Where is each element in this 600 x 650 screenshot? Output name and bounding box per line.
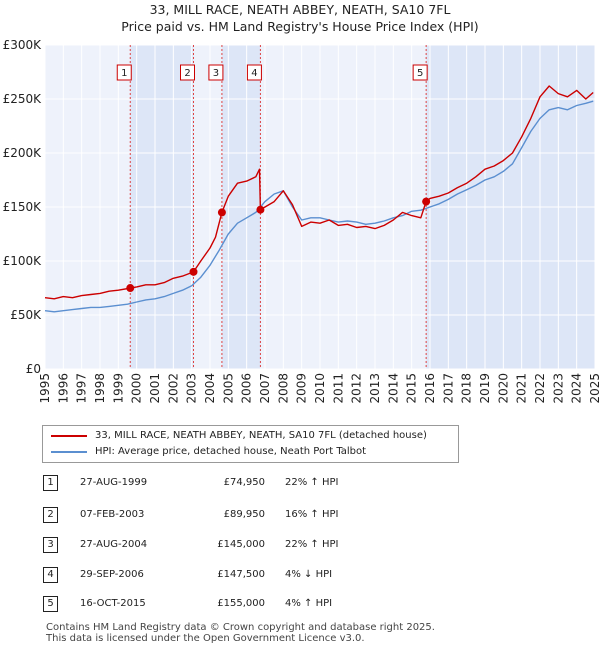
sale-marker-label: 1 — [121, 68, 127, 79]
sale-marker-box — [180, 64, 195, 81]
x-tick-label: 2009 — [295, 373, 309, 404]
x-tick-label: 2007 — [258, 373, 272, 404]
sale-point — [217, 208, 226, 217]
x-tick-label: 2023 — [551, 373, 565, 404]
transaction-hpi: 4% ↓ HPI — [285, 569, 333, 580]
sale-point — [256, 205, 265, 214]
transaction-hpi: 22% ↑ HPI — [285, 539, 339, 550]
x-tick-label: 2014 — [386, 373, 400, 404]
y-tick-label: £50K — [10, 308, 42, 322]
table-row: 2 07-FEB-2003 £89,950 16% ↑ HPI — [0, 505, 600, 525]
x-tick-label: 1999 — [111, 373, 125, 404]
x-tick-label: 1998 — [93, 373, 107, 404]
transaction-number: 3 — [43, 537, 58, 553]
sale-marker-box — [116, 64, 132, 81]
sale-marker-label: 5 — [417, 68, 423, 79]
x-tick-label: 2020 — [496, 373, 510, 404]
x-tick-label: 2010 — [313, 373, 327, 404]
table-row: 3 27-AUG-2004 £145,000 22% ↑ HPI — [0, 535, 600, 555]
transaction-date: 27-AUG-2004 — [80, 539, 148, 550]
x-tick-label: 2016 — [423, 373, 437, 404]
legend: 33, MILL RACE, NEATH ABBEY, NEATH, SA10 … — [42, 425, 459, 463]
footer-copyright: Contains HM Land Registry data © Crown c… — [46, 622, 435, 633]
sale-marker-label: 2 — [184, 68, 190, 79]
table-row: 5 16-OCT-2015 £155,000 4% ↑ HPI — [0, 594, 600, 614]
transaction-price: £74,950 — [223, 477, 265, 488]
hpi-series-line — [44, 100, 594, 313]
x-tick-label: 2005 — [221, 373, 235, 404]
sale-marker-label: 3 — [213, 68, 219, 79]
transaction-number: 5 — [43, 596, 58, 612]
x-tick-label: 2022 — [533, 373, 547, 404]
transaction-hpi: 16% ↑ HPI — [285, 509, 339, 520]
x-tick-label: 2012 — [350, 373, 364, 404]
x-tick-label: 2006 — [240, 373, 254, 404]
transaction-number: 1 — [43, 475, 58, 491]
transaction-hpi: 22% ↑ HPI — [285, 477, 339, 488]
y-tick-label: £100K — [3, 254, 43, 268]
chart-subtitle: Price paid vs. HM Land Registry's House … — [121, 19, 479, 34]
x-tick-label: 2000 — [130, 373, 144, 404]
x-tick-label: 2002 — [166, 373, 180, 404]
x-tick-label: 1996 — [56, 373, 70, 404]
x-tick-label: 2008 — [276, 373, 290, 404]
sale-marker-box — [208, 64, 224, 81]
footer-licence: This data is licensed under the Open Gov… — [46, 633, 365, 644]
sale-point — [189, 267, 198, 276]
property-series-line — [44, 85, 594, 300]
x-tick-label: 2015 — [405, 373, 419, 404]
transaction-date: 29-SEP-2006 — [80, 569, 144, 580]
y-tick-label: £0 — [26, 362, 41, 376]
y-tick-label: £200K — [3, 146, 43, 160]
x-tick-label: 1995 — [38, 373, 52, 404]
x-tick-label: 2011 — [331, 373, 345, 404]
x-tick-label: 2004 — [203, 373, 217, 404]
chart-title: 33, MILL RACE, NEATH ABBEY, NEATH, SA10 … — [149, 2, 451, 17]
legend-label-property: 33, MILL RACE, NEATH ABBEY, NEATH, SA10 … — [95, 430, 427, 441]
legend-label-hpi: HPI: Average price, detached house, Neat… — [95, 446, 367, 457]
y-tick-label: £150K — [3, 200, 43, 214]
transaction-price: £145,000 — [217, 539, 265, 550]
y-tick-label: £250K — [3, 92, 43, 106]
x-tick-label: 2001 — [148, 373, 162, 404]
transaction-price: £155,000 — [217, 598, 265, 609]
x-tick-label: 1997 — [75, 373, 89, 404]
x-tick-label: 2018 — [460, 373, 474, 404]
sale-point — [422, 197, 431, 206]
legend-swatch-property — [51, 435, 87, 437]
sale-marker-label: 4 — [251, 68, 257, 79]
transaction-date: 07-FEB-2003 — [80, 509, 145, 520]
sale-marker-box — [412, 64, 428, 81]
transaction-price: £89,950 — [223, 509, 265, 520]
table-row: 1 27-AUG-1999 £74,950 22% ↑ HPI — [0, 473, 600, 493]
x-tick-label: 2019 — [478, 373, 492, 404]
legend-swatch-hpi — [51, 451, 87, 453]
transaction-number: 4 — [43, 567, 58, 583]
sale-marker-box — [246, 64, 262, 81]
transaction-date: 16-OCT-2015 — [80, 598, 146, 609]
x-tick-label: 2025 — [588, 373, 600, 404]
x-tick-label: 2003 — [185, 373, 199, 404]
transaction-price: £147,500 — [217, 569, 265, 580]
y-tick-label: £300K — [3, 38, 43, 52]
transaction-hpi: 4% ↑ HPI — [285, 598, 333, 609]
transaction-date: 27-AUG-1999 — [80, 477, 148, 488]
sale-point — [126, 284, 135, 293]
x-tick-label: 2013 — [368, 373, 382, 404]
table-row: 4 29-SEP-2006 £147,500 4% ↓ HPI — [0, 565, 600, 585]
x-tick-label: 2024 — [570, 373, 584, 404]
x-tick-label: 2021 — [515, 373, 529, 404]
price-chart: 1 2 3 4 5 £0 £50K £100K £150K £200K £250K £300K 19… — [3, 38, 600, 404]
transaction-number: 2 — [43, 507, 58, 523]
x-tick-label: 2017 — [441, 373, 455, 404]
